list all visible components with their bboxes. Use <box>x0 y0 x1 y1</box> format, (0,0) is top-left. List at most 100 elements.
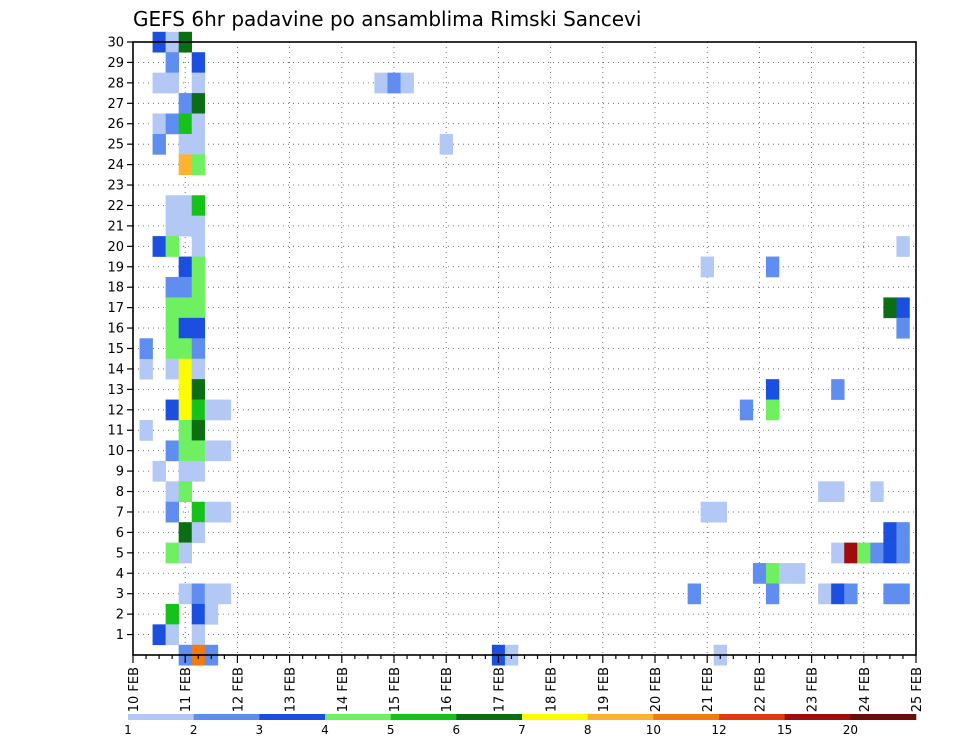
heatmap-cell <box>178 542 193 564</box>
y-tick-label: 16 <box>107 322 124 337</box>
colorbar-segment <box>325 714 391 720</box>
heatmap-cell <box>896 522 910 543</box>
colorbar: 1 2 3 4 5 6 7 8 10 12 15 20 <box>124 714 917 737</box>
heatmap-cell <box>896 583 910 605</box>
heatmap-cell <box>739 399 754 421</box>
heatmap-cell <box>883 583 897 605</box>
heatmap-cell <box>139 420 153 441</box>
heatmap-cell <box>152 133 166 155</box>
heatmap-cell <box>152 624 166 646</box>
y-tick-label: 14 <box>107 362 124 377</box>
heatmap-cell <box>818 583 832 605</box>
y-tick-label: 3 <box>116 587 124 602</box>
cells-layer <box>139 31 910 666</box>
heatmap-cell <box>191 276 206 298</box>
heatmap-cell <box>204 399 219 421</box>
heatmap-cell <box>178 154 193 176</box>
colorbar-segment <box>456 714 523 720</box>
heatmap-cell <box>844 542 858 564</box>
heatmap-cell <box>765 563 780 584</box>
y-tick-label: 21 <box>107 219 124 234</box>
heatmap-cell <box>896 236 910 257</box>
heatmap-cell <box>191 133 206 155</box>
heatmap-cell <box>178 297 193 319</box>
y-tick-label: 20 <box>107 240 124 255</box>
heatmap-cell <box>165 603 179 625</box>
heatmap-cell <box>831 379 845 400</box>
x-tick-label: 21 FEB <box>701 667 716 712</box>
heatmap-cell <box>191 154 206 176</box>
heatmap-cell <box>700 501 715 523</box>
heatmap-cell <box>204 603 219 625</box>
heatmap-cell <box>191 420 206 441</box>
heatmap-cell <box>831 542 845 564</box>
y-tick-label: 11 <box>107 424 124 439</box>
heatmap-cell <box>883 522 897 543</box>
heatmap-cell <box>374 72 388 94</box>
heatmap-cell <box>165 72 179 94</box>
heatmap-cell <box>217 501 232 523</box>
y-tick-label: 8 <box>116 485 124 500</box>
heatmap-cell <box>178 420 193 441</box>
heatmap-cell <box>165 501 179 523</box>
heatmap-cell <box>896 542 910 564</box>
heatmap-cell <box>178 256 193 278</box>
y-tick-label: 15 <box>107 342 124 357</box>
colorbar-segment <box>653 714 720 720</box>
heatmap-cell <box>165 52 179 73</box>
chart-title: GEFS 6hr padavine po ansamblima Rimski S… <box>133 7 641 31</box>
y-tick-label: 9 <box>116 465 124 480</box>
heatmap-cell <box>165 440 179 462</box>
heatmap-cell <box>178 215 193 237</box>
heatmap-cell <box>191 93 206 114</box>
colorbar-segment <box>390 714 457 720</box>
heatmap-cell <box>178 276 193 298</box>
heatmap-cell <box>165 542 179 564</box>
colorbar-segment <box>850 714 917 720</box>
x-tick-label: 15 FEB <box>388 667 403 712</box>
colorbar-segment <box>587 714 654 720</box>
heatmap-cell <box>896 297 910 319</box>
y-tick-label: 18 <box>107 281 124 296</box>
heatmap-cell <box>400 72 414 94</box>
x-axis: 10 FEB 11 FEB 12 FEB 13 FEB 14 FEB 15 FEB 16 F… <box>127 655 925 712</box>
y-tick-label: 17 <box>107 301 124 316</box>
y-tick-label: 25 <box>107 138 124 153</box>
x-tick-label: 23 FEB <box>806 667 821 712</box>
heatmap-cell <box>152 460 166 482</box>
heatmap-cell <box>792 563 806 584</box>
heatmap-cell <box>152 236 166 257</box>
heatmap-cell <box>178 195 193 216</box>
x-tick-label: 17 FEB <box>492 667 507 712</box>
y-tick-label: 19 <box>107 260 124 275</box>
y-tick-label: 29 <box>107 56 124 71</box>
heatmap-cell <box>778 563 793 584</box>
heatmap-cell <box>204 501 219 523</box>
x-tick-label: 22 FEB <box>753 667 768 712</box>
colorbar-label: 10 <box>646 723 661 737</box>
heatmap-cell <box>191 52 206 73</box>
heatmap-cell <box>178 460 193 482</box>
y-tick-label: 10 <box>107 444 124 459</box>
heatmap-cell <box>191 113 206 135</box>
heatmap-cell <box>165 358 179 380</box>
y-tick-label: 7 <box>116 505 124 520</box>
colorbar-label: 6 <box>453 723 461 737</box>
heatmap-cell <box>713 501 728 523</box>
heatmap-cell <box>818 481 832 503</box>
y-tick-label: 22 <box>107 199 124 214</box>
colorbar-segment <box>128 714 194 720</box>
heatmap-cell <box>191 583 206 605</box>
heatmap-cell <box>765 583 780 605</box>
heatmap-cell <box>687 583 701 605</box>
heatmap-cell <box>844 583 858 605</box>
heatmap-cell <box>178 399 193 421</box>
heatmap-cell <box>765 399 780 421</box>
x-tick-label: 25 FEB <box>910 667 925 712</box>
heatmap-cell <box>191 215 206 237</box>
x-tick-label: 12 FEB <box>231 667 246 712</box>
heatmap-cell <box>178 317 193 339</box>
heatmap-cell <box>178 583 193 605</box>
y-tick-label: 27 <box>107 97 124 112</box>
y-tick-label: 12 <box>107 403 124 418</box>
